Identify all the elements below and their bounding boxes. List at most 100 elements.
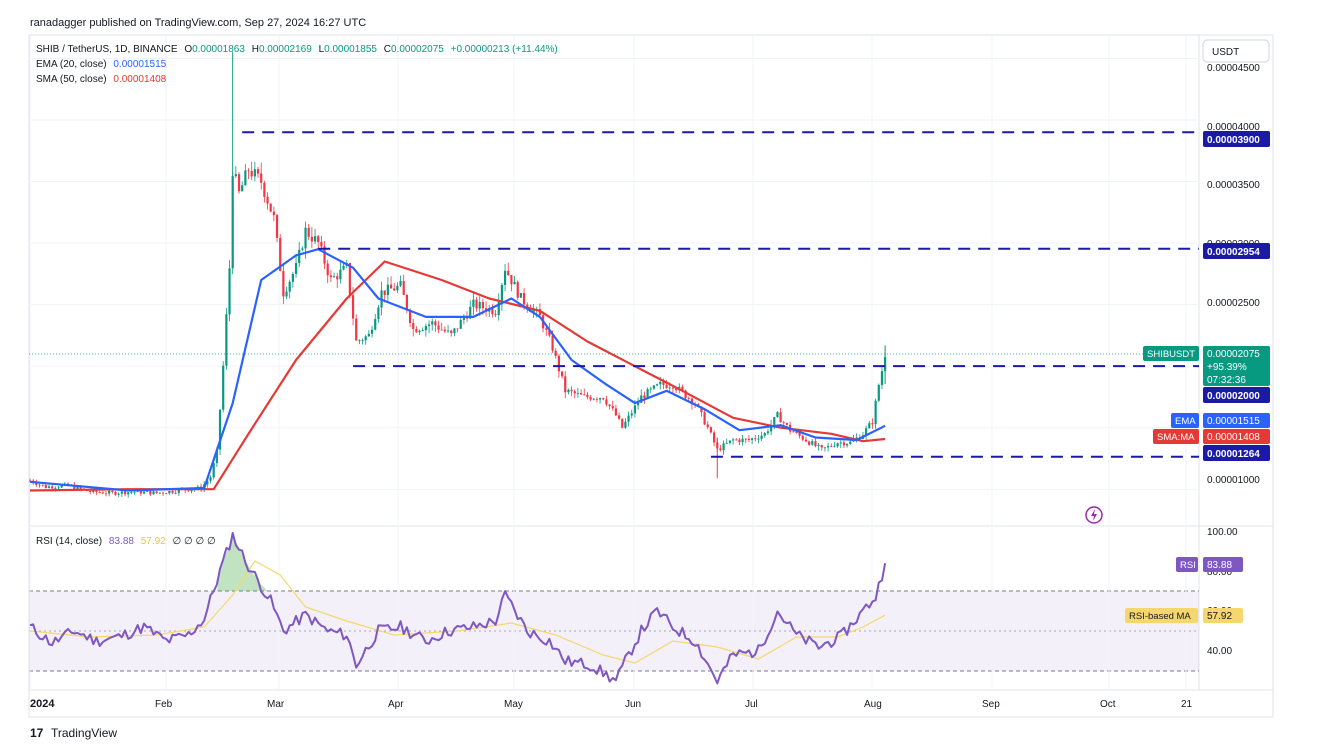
candle-body [830, 445, 833, 447]
ema-legend: EMA (20, close) 0.00001515 [36, 59, 167, 70]
candle-body [282, 271, 285, 297]
candle-body [808, 441, 811, 445]
candle-body [652, 385, 656, 389]
candle-body [348, 263, 351, 296]
candle-body [633, 405, 637, 414]
candle-body [608, 404, 611, 407]
candle-body [823, 447, 827, 449]
candle-body [627, 415, 630, 422]
candle-body [234, 174, 237, 177]
candle-body [741, 438, 744, 443]
candle-body [339, 269, 342, 280]
candle-body [256, 169, 260, 174]
candle-body [215, 449, 218, 464]
time-label: Sep [982, 699, 1000, 710]
price-tick: 0.00004500 [1207, 63, 1260, 74]
symbol-price-label-text: SHIBUSDT [1147, 349, 1195, 360]
currency-button-label: USDT [1212, 47, 1239, 58]
level-2954-tag: 0.00002954 [1203, 243, 1270, 259]
rsi-tag-label: RSI [1180, 560, 1196, 571]
candle-body [104, 493, 108, 495]
candle-body [617, 415, 621, 419]
candle-body [161, 492, 165, 494]
candle-body [427, 324, 431, 327]
candle-body [177, 489, 180, 493]
time-label: 2024 [30, 698, 55, 710]
candle-body [298, 249, 301, 264]
candle-body [389, 284, 393, 289]
candle-body [453, 328, 456, 334]
candle-body [671, 387, 675, 389]
candle-body [503, 270, 507, 285]
candle-body [111, 490, 114, 492]
candle-body [247, 170, 250, 172]
candle-body [560, 371, 564, 377]
candle-body [237, 174, 241, 192]
candle-body [842, 442, 846, 446]
candle-body [722, 443, 725, 451]
candle-body [532, 310, 535, 313]
candle-body [804, 439, 808, 442]
candle-body [516, 281, 519, 298]
candle-body [557, 355, 561, 372]
candle-body [358, 340, 361, 342]
candle-body [719, 448, 722, 451]
rsi-overbought-area [216, 535, 268, 591]
time-label: Apr [388, 699, 404, 710]
candle-body [44, 484, 47, 488]
close-value: 0.00002075 [391, 44, 444, 55]
rsi-ma-tag: RSI-based MA 57.92 [1125, 608, 1243, 623]
candle-body [497, 301, 500, 316]
rsi-tick: 40.00 [1207, 646, 1232, 657]
flash-icon[interactable] [1085, 506, 1103, 524]
tradingview-logo[interactable]: 17 TradingView [30, 726, 117, 740]
candle-body [469, 306, 472, 319]
ema-tag-value: 0.00001515 [1207, 416, 1260, 427]
price-tick: 0.00002500 [1207, 298, 1260, 309]
candle-body [355, 318, 358, 341]
candle-body [405, 294, 408, 311]
candle-body [674, 388, 678, 391]
candle-body [190, 489, 193, 492]
candle-body [171, 490, 174, 493]
rsi-legend-ma-value: 57.92 [141, 536, 166, 547]
candle-body [294, 263, 298, 274]
candle-body [114, 491, 117, 495]
candle-body [760, 435, 763, 439]
candle-body [396, 285, 399, 291]
candle-body [165, 493, 168, 495]
candle-body [738, 439, 741, 443]
currency-button[interactable]: USDT [1202, 39, 1270, 63]
candle-body [624, 421, 627, 428]
last-price-value: 0.00002075 [1207, 349, 1260, 360]
candle-body [95, 489, 98, 493]
candle-body [538, 309, 542, 316]
candle-body [386, 284, 389, 296]
candle-body [377, 307, 380, 320]
rsi-overbought-fill [216, 535, 268, 591]
candle-body [155, 491, 158, 493]
publisher-line: ranadagger published on TradingView.com,… [30, 17, 366, 29]
symbol-price-label: SHIBUSDT [1143, 346, 1199, 361]
candle-body [820, 445, 823, 448]
tradingview-logo-text: TradingView [51, 726, 117, 740]
candle-body [472, 299, 475, 307]
sma-tag-value: 0.00001408 [1207, 432, 1260, 443]
candle-body [168, 490, 171, 494]
chart-frame [28, 34, 1274, 718]
time-label: May [504, 699, 523, 710]
candle-body [655, 384, 659, 386]
candle-body [187, 490, 190, 492]
time-label: Oct [1100, 699, 1116, 710]
candle-body [475, 299, 478, 309]
candle-body [583, 394, 586, 396]
candle-body [456, 328, 459, 330]
candle-body [773, 417, 776, 425]
high-value: 0.00002169 [259, 44, 312, 55]
candle-body [285, 291, 288, 297]
candle-body [579, 392, 583, 395]
candle-body [260, 173, 263, 183]
close-label: C [384, 44, 391, 55]
candle-body [446, 330, 450, 332]
